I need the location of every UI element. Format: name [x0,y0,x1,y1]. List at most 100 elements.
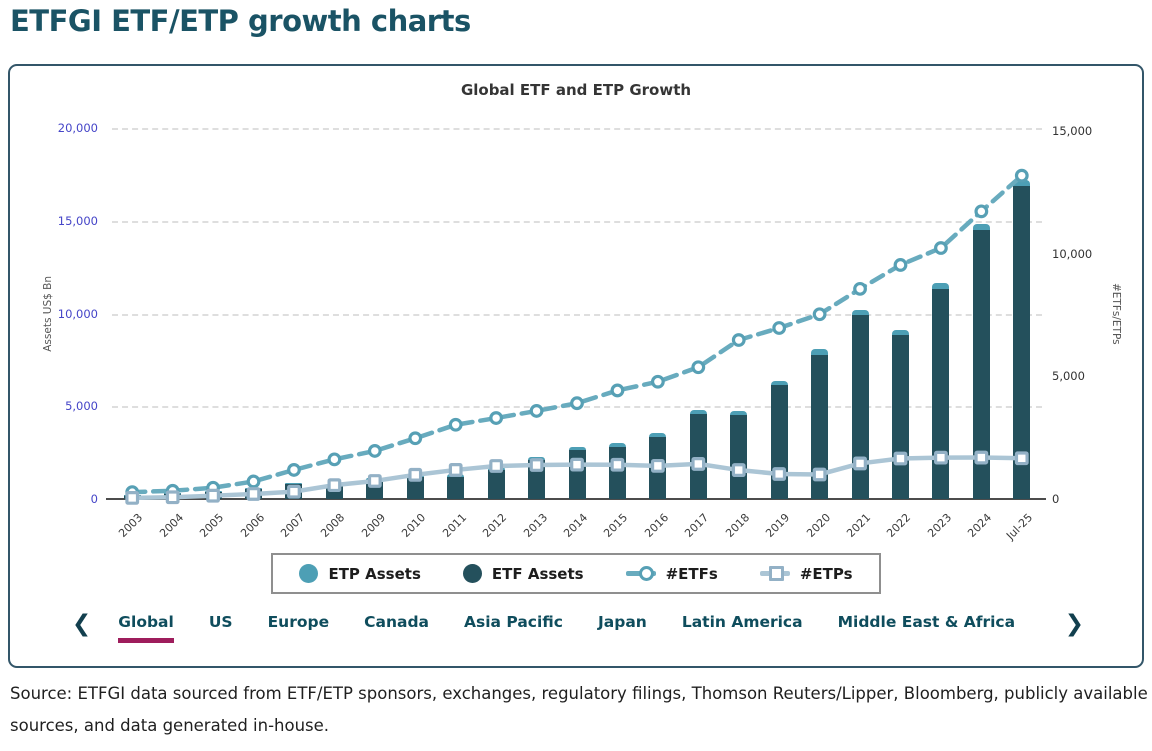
bar-etf-assets[interactable] [1013,185,1031,499]
square-marker[interactable] [287,484,301,499]
legend-item[interactable]: #ETPs [759,565,853,583]
tab-label: Canada [364,613,430,631]
active-tab-underline [118,638,174,643]
circle-marker[interactable] [812,307,827,322]
bar-etp-assets[interactable] [568,446,586,451]
tab-label: Japan [598,613,647,631]
bar-etf-assets[interactable] [972,229,990,499]
bar-etp-assets[interactable] [932,283,950,289]
square-marker[interactable] [246,487,261,501]
tabs-scroll-left-icon[interactable]: ❮ [72,611,92,637]
legend-label: ETP Assets [328,564,421,583]
tab-europe[interactable]: Europe [257,605,341,643]
square-marker[interactable] [893,451,908,466]
circle-marker[interactable] [570,396,584,411]
circle-marker[interactable] [1014,168,1029,183]
tab-us[interactable]: US [198,605,244,643]
etf-assets-legend-icon [462,564,482,583]
circle-marker[interactable] [934,241,948,255]
circle-marker[interactable] [691,360,706,375]
circle-marker[interactable] [731,333,746,347]
bar-etp-assets[interactable] [649,433,667,437]
square-marker[interactable] [367,474,382,488]
square-marker[interactable] [853,456,867,471]
circle-marker[interactable] [529,404,544,418]
bar-etf-assets[interactable] [811,354,829,499]
legend-item[interactable]: ETP Assets [299,564,421,583]
square-marker[interactable] [610,457,625,472]
bar-etf-assets[interactable] [730,415,748,499]
bar-etp-assets[interactable] [851,309,869,316]
legend-item[interactable]: ETF Assets [462,564,584,583]
tab-latin-america[interactable]: Latin America [671,605,814,643]
num-etfs-legend-icon [625,565,656,582]
square-marker[interactable] [772,467,787,481]
tab-middle-east-africa[interactable]: Middle East & Africa [827,605,1027,643]
bar-etp-assets[interactable] [285,483,303,485]
circle-marker[interactable] [489,411,504,425]
square-marker[interactable] [934,450,948,465]
tab-canada[interactable]: Canada [353,605,440,643]
circle-marker[interactable] [974,204,989,219]
circle-marker[interactable] [367,444,382,458]
bar-etf-assets[interactable] [487,469,505,499]
bar-etf-assets[interactable] [851,315,869,499]
circle-marker[interactable] [287,463,301,477]
bar-etf-assets[interactable] [689,414,707,499]
tabs-scroll-right-icon[interactable]: ❯ [1064,611,1084,637]
bar-etp-assets[interactable] [730,411,748,416]
circle-marker[interactable] [246,474,261,489]
square-marker[interactable] [1014,451,1029,466]
square-marker[interactable] [489,459,504,473]
square-marker[interactable] [529,458,544,472]
legend-item[interactable]: #ETFs [625,565,718,583]
circle-marker[interactable] [853,281,867,296]
bar-etp-assets[interactable] [811,349,829,355]
y2-tick-label: 10,000 [1052,246,1093,261]
tab-japan[interactable]: Japan [587,605,658,643]
bar-etf-assets[interactable] [447,476,465,499]
bar-etf-assets[interactable] [932,288,950,499]
tab-label: Asia Pacific [464,613,563,631]
bar-etp-assets[interactable] [689,410,707,415]
region-tabs: Global US Europe Canada Asia Pacific Japan Lat… [107,605,1026,643]
legend-marker [768,566,784,581]
active-tab-underline [364,638,429,643]
square-marker[interactable] [650,458,665,473]
circle-marker[interactable] [448,417,463,432]
x-axis-line [106,498,1046,500]
square-marker[interactable] [165,490,180,505]
chart-card: Global ETF and ETP Growth Assets US$ Bn … [8,64,1144,668]
square-marker[interactable] [448,463,463,477]
square-marker[interactable] [731,463,746,477]
num-etps-legend-icon [759,565,790,582]
circle-marker[interactable] [408,431,423,446]
circle-marker[interactable] [772,321,787,335]
square-marker[interactable] [570,457,584,472]
gridline [112,220,1042,223]
bar-etp-assets[interactable] [972,223,990,230]
bar-etp-assets[interactable] [608,443,626,448]
region-tabbar: ❮ Global US Europe Canada Asia Pacific Japan L… [64,605,1092,643]
square-marker[interactable] [408,467,423,482]
tab-global[interactable]: Global [107,605,185,643]
square-marker[interactable] [974,450,989,465]
circle-marker[interactable] [893,258,908,272]
bar-etf-assets[interactable] [406,477,424,499]
bar-etp-assets[interactable] [891,330,909,336]
circle-marker[interactable] [650,374,665,389]
gridline [112,128,1042,130]
circle-marker[interactable] [610,383,625,398]
right-axis-title: #ETFs/ETPs [1110,282,1122,345]
square-marker[interactable] [206,488,220,503]
tab-label: US [208,613,233,631]
tab-asia-pacific[interactable]: Asia Pacific [453,605,574,643]
square-marker[interactable] [691,457,706,471]
square-marker[interactable] [125,490,140,505]
square-marker[interactable] [812,467,827,482]
bar-etp-assets[interactable] [770,381,788,386]
square-marker[interactable] [327,478,342,493]
bar-etp-assets[interactable] [1013,179,1031,186]
circle-marker[interactable] [327,452,342,467]
y2-tick-label: 5,000 [1052,369,1085,384]
